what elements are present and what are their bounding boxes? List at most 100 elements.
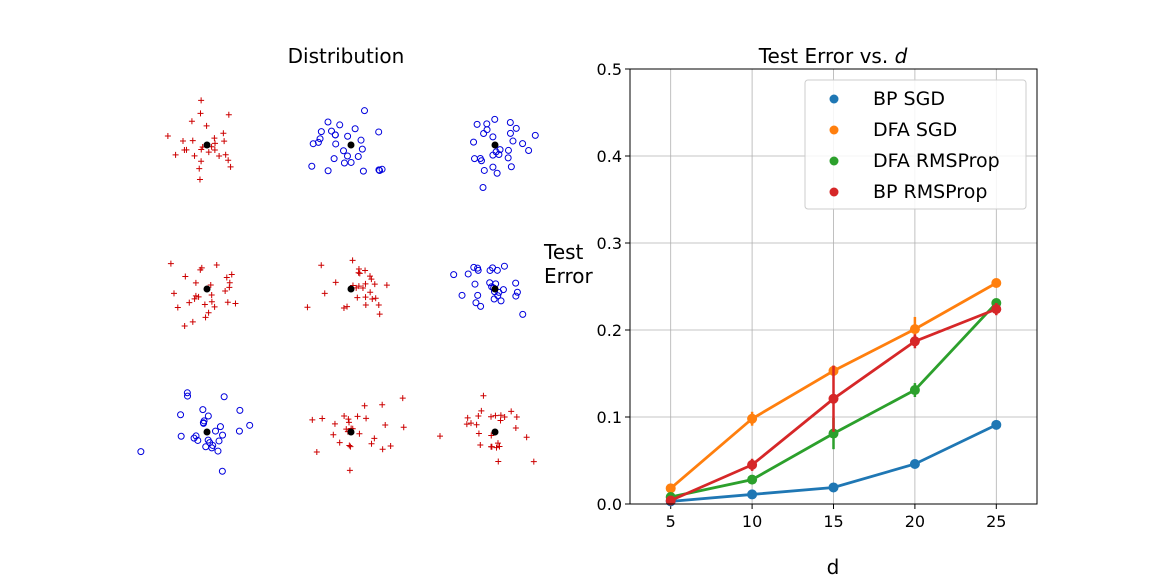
circle-point <box>470 263 478 271</box>
legend-label: DFA RMSProp <box>873 150 1000 172</box>
plus-point <box>368 440 375 447</box>
plus-point <box>336 439 343 446</box>
circle-point <box>236 406 244 414</box>
circle-point <box>316 135 324 143</box>
legend-marker <box>829 156 839 166</box>
plus-point <box>372 295 379 302</box>
data-point <box>747 459 758 470</box>
data-point <box>828 482 839 493</box>
circle-point <box>330 155 338 163</box>
legend-marker <box>829 187 839 197</box>
cluster-center <box>203 285 211 293</box>
plus-point <box>331 420 338 427</box>
circle-point <box>216 423 224 431</box>
circle-point <box>357 136 365 144</box>
circle-point <box>308 162 316 170</box>
plus-point <box>475 412 482 419</box>
circle-point <box>477 302 485 310</box>
x-tick-label: 10 <box>742 512 762 531</box>
plus-point <box>174 304 181 311</box>
circle-point <box>328 127 336 135</box>
circle-point <box>375 128 383 136</box>
plus-point <box>228 271 235 278</box>
circle-point <box>361 107 369 115</box>
circle-point <box>473 120 481 128</box>
cluster-center <box>347 141 355 149</box>
circle-point <box>324 167 332 175</box>
plus-point <box>208 292 215 299</box>
plus-point <box>332 279 339 286</box>
plus-point <box>172 151 179 158</box>
data-point <box>909 324 920 335</box>
circle-point <box>483 126 491 134</box>
plus-point <box>359 284 366 291</box>
plus-point <box>399 395 406 402</box>
legend-label: DFA SGD <box>873 119 957 141</box>
x-tick-label: 5 <box>666 512 676 531</box>
series-3 <box>665 303 1002 506</box>
circle-point <box>512 292 520 300</box>
distribution-title: Distribution <box>288 44 405 68</box>
cluster-1 <box>308 107 386 175</box>
cluster-8 <box>437 392 537 465</box>
circle-point <box>219 431 227 439</box>
cluster-4 <box>304 257 390 318</box>
plus-point <box>400 424 407 431</box>
plus-point <box>379 401 386 408</box>
plus-point <box>220 130 227 137</box>
y-tick-label: 0.5 <box>597 60 622 79</box>
legend-label: BP SGD <box>873 88 945 110</box>
plus-point <box>376 311 383 318</box>
data-point <box>747 474 758 485</box>
plus-point <box>196 176 203 183</box>
plus-point <box>213 261 220 268</box>
plus-point <box>340 305 347 312</box>
cluster-center <box>347 285 355 293</box>
plus-point <box>530 458 537 465</box>
data-point <box>991 304 1002 315</box>
plus-point <box>181 322 188 329</box>
y-axis-label-line-1: Test <box>543 240 584 264</box>
plus-point <box>191 152 198 159</box>
cluster-center <box>203 428 211 436</box>
plus-point <box>494 440 501 447</box>
y-tick-label: 0.1 <box>597 408 622 427</box>
plus-point <box>347 443 354 450</box>
legend-label: BP RMSProp <box>873 181 987 203</box>
plus-point <box>349 257 356 264</box>
data-point <box>828 393 839 404</box>
circle-point <box>474 264 482 272</box>
plus-point <box>346 467 353 474</box>
circle-point <box>235 427 243 435</box>
circle-point <box>489 151 497 159</box>
plus-point <box>512 425 519 432</box>
plus-point <box>189 137 196 144</box>
circle-point <box>204 412 212 420</box>
circle-point <box>512 124 520 132</box>
plus-point <box>346 442 353 449</box>
circle-point <box>209 441 217 449</box>
plus-point <box>189 318 196 325</box>
plus-point <box>198 158 205 165</box>
plus-point <box>492 412 499 419</box>
circle-point <box>314 138 322 146</box>
circle-point <box>504 154 512 162</box>
circle-point <box>480 166 488 174</box>
y-tick-label: 0.0 <box>597 495 622 514</box>
plus-point <box>304 304 311 311</box>
plus-point <box>362 267 369 274</box>
plus-point <box>195 293 202 300</box>
plus-point <box>196 165 203 172</box>
circle-point <box>184 392 192 400</box>
circle-point <box>344 132 352 140</box>
circle-point <box>336 121 344 129</box>
plus-point <box>488 443 495 450</box>
plus-point <box>375 302 382 309</box>
plus-point <box>197 110 204 117</box>
circle-point <box>507 163 515 171</box>
plus-point <box>170 290 177 297</box>
plus-point <box>371 281 378 288</box>
circle-point <box>471 280 479 288</box>
circle-point <box>472 299 480 307</box>
plus-point <box>221 138 228 145</box>
